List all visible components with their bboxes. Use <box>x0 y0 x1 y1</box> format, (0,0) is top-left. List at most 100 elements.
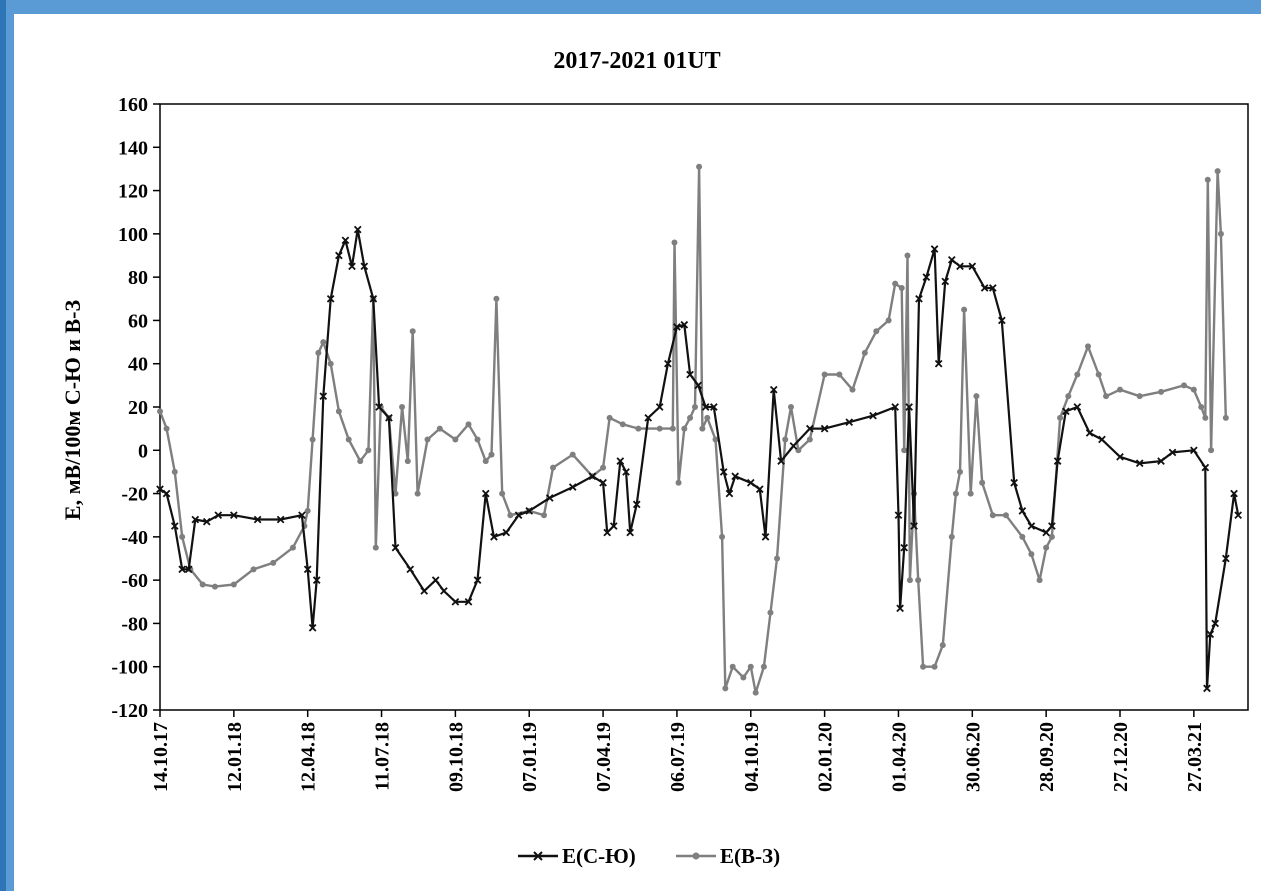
data-point <box>481 489 490 498</box>
data-point <box>1042 528 1050 537</box>
data-point <box>885 317 892 324</box>
data-point <box>335 251 343 260</box>
data-point <box>740 674 747 681</box>
data-point <box>1203 684 1211 693</box>
data-point <box>253 515 262 524</box>
data-point <box>353 225 362 234</box>
data-point <box>777 457 785 465</box>
data-point <box>1103 393 1110 400</box>
data-point <box>900 543 909 552</box>
data-point <box>1214 168 1221 175</box>
data-point <box>1073 403 1082 411</box>
x-tick-label: 07.01.19 <box>519 722 541 792</box>
data-point <box>820 424 829 433</box>
data-point <box>898 284 905 291</box>
data-point <box>947 255 956 264</box>
data-point <box>729 663 736 670</box>
data-point <box>699 425 706 432</box>
legend: E(С-Ю) E(В-З) <box>518 844 780 868</box>
data-point <box>1168 448 1177 457</box>
data-point <box>440 587 448 595</box>
data-point <box>304 507 311 514</box>
data-point <box>588 472 597 481</box>
data-point <box>603 528 612 537</box>
data-point <box>514 511 523 520</box>
series-layer <box>156 163 1242 696</box>
data-point <box>424 436 431 443</box>
data-point <box>230 511 238 520</box>
data-point <box>849 386 856 393</box>
series-line <box>158 165 1227 694</box>
data-point <box>761 533 770 541</box>
data-point <box>499 490 506 497</box>
data-point <box>731 472 740 481</box>
data-point <box>550 464 557 471</box>
data-point <box>488 451 495 458</box>
data-point <box>414 490 421 497</box>
series-e-s-n <box>156 225 1242 693</box>
data-point <box>409 328 416 335</box>
data-point <box>315 349 322 356</box>
data-point <box>719 468 728 476</box>
data-point <box>998 316 1006 325</box>
data-point <box>869 411 877 420</box>
series-e-v-z <box>157 163 1229 696</box>
y-tick-label: 0 <box>138 440 148 462</box>
data-point <box>680 320 689 329</box>
data-point <box>214 511 223 520</box>
x-tick-label: 01.04.20 <box>888 722 910 792</box>
data-point <box>404 458 411 465</box>
data-point <box>747 663 754 670</box>
data-point <box>967 490 974 497</box>
y-tick-label: 20 <box>128 397 148 419</box>
data-point <box>1217 230 1224 237</box>
data-point <box>656 425 663 432</box>
x-tick-label: 27.12.20 <box>1110 722 1132 792</box>
data-point <box>436 425 443 432</box>
y-tick-label: 80 <box>128 267 148 289</box>
data-point <box>1065 393 1072 400</box>
data-point <box>931 663 938 670</box>
data-point <box>606 414 613 421</box>
data-point <box>420 587 429 595</box>
legend-label: E(С-Ю) <box>562 844 636 868</box>
data-point <box>891 403 900 411</box>
data-point <box>1085 343 1091 350</box>
data-point <box>892 280 899 287</box>
data-point <box>298 511 306 520</box>
data-point <box>957 468 963 475</box>
data-point <box>901 447 908 454</box>
data-point <box>956 262 964 271</box>
data-point <box>1053 457 1062 465</box>
data-point <box>894 511 903 520</box>
data-point <box>568 483 577 491</box>
data-point <box>725 489 734 498</box>
data-point <box>357 458 364 465</box>
x-tick-label: 02.01.20 <box>815 722 837 792</box>
data-point <box>320 339 327 346</box>
data-point <box>392 490 399 497</box>
data-point <box>644 413 653 422</box>
data-point <box>319 392 328 401</box>
legend-item: E(В-З) <box>676 844 780 868</box>
chart-title: 2017-2021 01UT <box>553 48 720 74</box>
data-point <box>1028 551 1035 558</box>
data-point <box>701 403 710 411</box>
y-tick-label: 100 <box>118 224 148 246</box>
y-axis-title: E, мВ/100м С-Ю и В-З <box>60 300 85 521</box>
data-point <box>170 522 179 530</box>
data-point <box>345 436 352 443</box>
data-point <box>691 404 698 410</box>
data-point <box>948 533 955 540</box>
data-point <box>760 663 767 670</box>
data-point <box>1057 414 1064 421</box>
legend-label: E(В-З) <box>720 844 780 868</box>
data-point <box>341 236 350 245</box>
data-point <box>1201 463 1210 472</box>
data-point <box>171 468 178 475</box>
y-tick-label: 40 <box>128 354 148 376</box>
data-point <box>473 576 482 584</box>
data-point <box>1085 429 1094 437</box>
y-axis: 160 140 120 100 80 60 40 20 0 -20 -40 -60 -80 -100 -12… <box>111 94 160 722</box>
data-point <box>493 295 500 302</box>
